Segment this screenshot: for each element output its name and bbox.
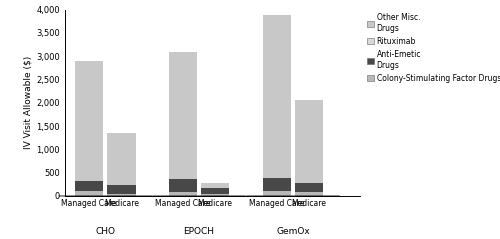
Bar — [75, 61, 104, 181]
Bar — [262, 191, 291, 196]
Text: GemOx: GemOx — [276, 227, 310, 236]
Bar — [75, 181, 104, 191]
Bar — [201, 188, 230, 194]
Bar — [107, 133, 136, 185]
Text: CHO: CHO — [95, 227, 115, 236]
Bar — [294, 183, 324, 192]
Bar — [168, 192, 198, 196]
Bar — [168, 179, 198, 192]
Bar — [262, 15, 291, 178]
Bar — [201, 183, 230, 188]
Y-axis label: IV Visit Allowable ($): IV Visit Allowable ($) — [23, 56, 32, 149]
Text: EPOCH: EPOCH — [184, 227, 214, 236]
Bar — [75, 191, 104, 196]
Bar — [294, 100, 324, 183]
Bar — [168, 52, 198, 179]
Bar — [294, 192, 324, 196]
Legend: Other Misc.
Drugs, Rituximab, Anti-Emetic
Drugs, Colony-Stimulating Factor Drugs: Other Misc. Drugs, Rituximab, Anti-Emeti… — [367, 13, 500, 83]
Bar — [201, 194, 230, 196]
Bar — [107, 185, 136, 194]
Bar — [262, 178, 291, 191]
Bar — [107, 194, 136, 196]
